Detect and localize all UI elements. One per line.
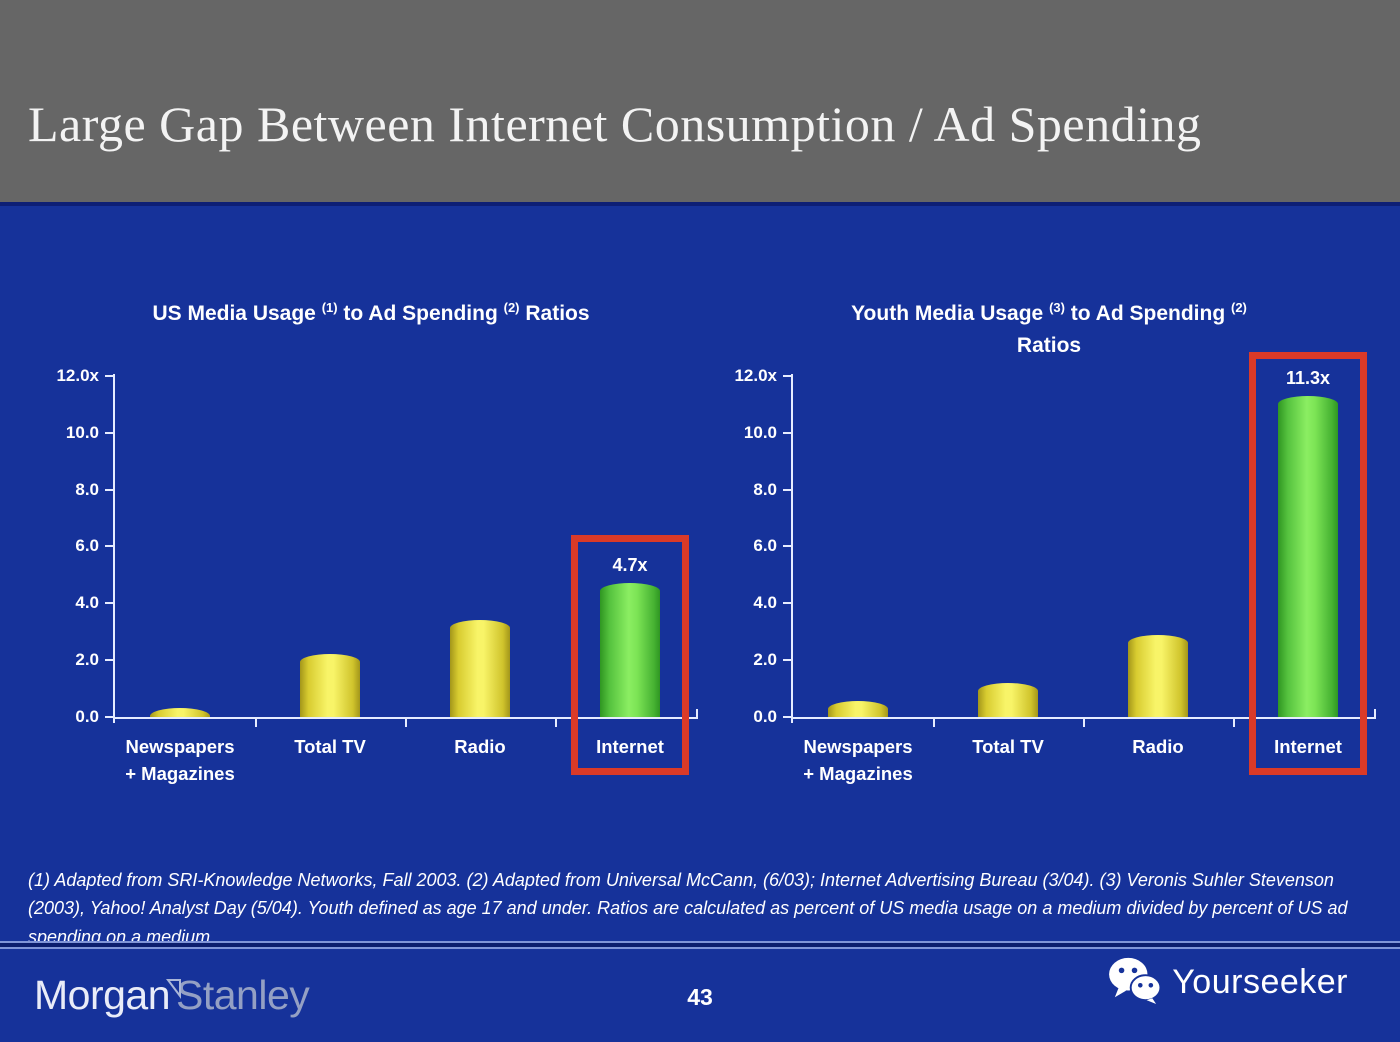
value-label-internet: 11.3x (1285, 367, 1331, 388)
x-tick (1233, 719, 1235, 727)
chart-title: Youth Media Usage (3) to Ad Spending (2)… (718, 292, 1380, 362)
title-text: to Ad Spending (1064, 302, 1231, 325)
y-tick (105, 374, 113, 377)
header-band: Large Gap Between Internet Consumption /… (0, 0, 1400, 202)
y-tick-label: 10.0 (743, 422, 777, 442)
x-axis-end-tick (1374, 709, 1376, 717)
y-axis (113, 373, 115, 723)
category-label-line: + Magazines (125, 763, 235, 784)
x-axis (792, 717, 1376, 719)
y-tick (105, 602, 113, 605)
title-text: Ratios (1016, 334, 1082, 357)
brand-morgan: Morgan (34, 972, 171, 1018)
y-tick-label: 12.0x (734, 365, 777, 385)
y-tick-label: 10.0 (65, 422, 99, 442)
x-axis (114, 717, 698, 719)
category-label-newspapers: Newspapers + Magazines (778, 733, 938, 787)
brand-stanley: Stanley (176, 972, 310, 1018)
x-tick (933, 719, 935, 727)
y-tick-label: 2.0 (753, 650, 777, 670)
y-tick-label: 2.0 (75, 650, 99, 670)
y-tick (783, 602, 791, 605)
x-axis-end-tick (696, 709, 698, 717)
category-label-line: Radio (1132, 736, 1184, 757)
bar-total-tv (978, 682, 1038, 718)
y-tick (783, 716, 791, 718)
category-label-radio: Radio (400, 733, 560, 760)
y-tick-label: 4.0 (753, 593, 777, 613)
y-tick (105, 716, 113, 718)
bar-newspapers (150, 708, 210, 718)
y-tick (105, 431, 113, 434)
header-divider (0, 202, 1400, 206)
category-label-internet: Internet (1228, 733, 1388, 760)
category-label-internet: Internet (550, 733, 710, 760)
category-label-line: Total TV (972, 736, 1044, 757)
title-superscript: (2) (1231, 300, 1247, 315)
footer-divider (0, 941, 1400, 949)
y-axis (791, 373, 793, 723)
page-title: Large Gap Between Internet Consumption /… (28, 96, 1202, 152)
y-tick-label: 4.0 (75, 593, 99, 613)
watermark: Yourseeker (1108, 956, 1348, 1009)
title-text: to Ad Spending (337, 302, 504, 325)
y-tick (783, 545, 791, 548)
title-text: Youth Media Usage (851, 302, 1050, 325)
x-tick (405, 719, 407, 727)
x-tick (555, 719, 557, 727)
bar-radio (1128, 634, 1188, 718)
title-text: US Media Usage (152, 302, 322, 325)
bar-internet (1278, 395, 1338, 718)
value-label-internet: 4.7x (612, 555, 648, 576)
bar-total-tv (300, 654, 360, 718)
title-text: Ratios (519, 302, 590, 325)
morgan-stanley-logo: Morgan Stanley (34, 972, 310, 1019)
y-tick-label: 12.0x (56, 365, 99, 385)
y-tick (783, 431, 791, 434)
category-label-line: Newspapers (803, 736, 913, 757)
y-tick-label: 0.0 (753, 707, 777, 726)
bar-newspapers (828, 701, 888, 718)
bar-internet (600, 583, 660, 718)
x-tick (255, 719, 257, 727)
wechat-icon (1108, 956, 1162, 1009)
category-label-total-tv: Total TV (250, 733, 410, 760)
category-label-line: Radio (454, 736, 506, 757)
y-tick-label: 8.0 (753, 479, 777, 499)
page-number: 43 (687, 984, 713, 1010)
category-label-line: + Magazines (803, 763, 913, 784)
bar-radio (450, 620, 510, 718)
chart-us-media-usage: US Media Usage (1) to Ad Spending (2) Ra… (40, 278, 702, 808)
category-label-radio: Radio (1078, 733, 1238, 760)
morgan-stanley-triangle-icon (165, 962, 183, 1009)
category-label-line: Total TV (294, 736, 366, 757)
y-tick (783, 659, 791, 662)
y-tick-label: 0.0 (75, 707, 99, 726)
title-superscript: (2) (503, 300, 520, 315)
y-tick (105, 545, 113, 548)
y-tick-label: 6.0 (753, 536, 777, 556)
chart-title: US Media Usage (1) to Ad Spending (2) Ra… (40, 292, 702, 330)
watermark-label: Yourseeker (1172, 963, 1348, 1001)
chart-youth-media-usage: Youth Media Usage (3) to Ad Spending (2)… (718, 278, 1380, 808)
title-superscript: (3) (1049, 300, 1065, 315)
y-tick (783, 488, 791, 491)
y-tick (105, 488, 113, 491)
category-label-line: Internet (596, 736, 664, 757)
footnote: (1) Adapted from SRI-Knowledge Networks,… (28, 870, 1348, 947)
x-tick (1083, 719, 1085, 727)
y-tick (105, 659, 113, 662)
highlight-box-internet (571, 535, 689, 775)
highlight-box-internet (1249, 351, 1367, 775)
category-label-line: Internet (1274, 736, 1342, 757)
y-tick-label: 8.0 (75, 479, 99, 499)
category-label-line: Newspapers (125, 736, 235, 757)
title-superscript: (1) (321, 300, 338, 315)
category-label-newspapers: Newspapers + Magazines (100, 733, 260, 787)
y-tick-label: 6.0 (75, 536, 99, 556)
y-tick (783, 374, 791, 377)
category-label-total-tv: Total TV (928, 733, 1088, 760)
